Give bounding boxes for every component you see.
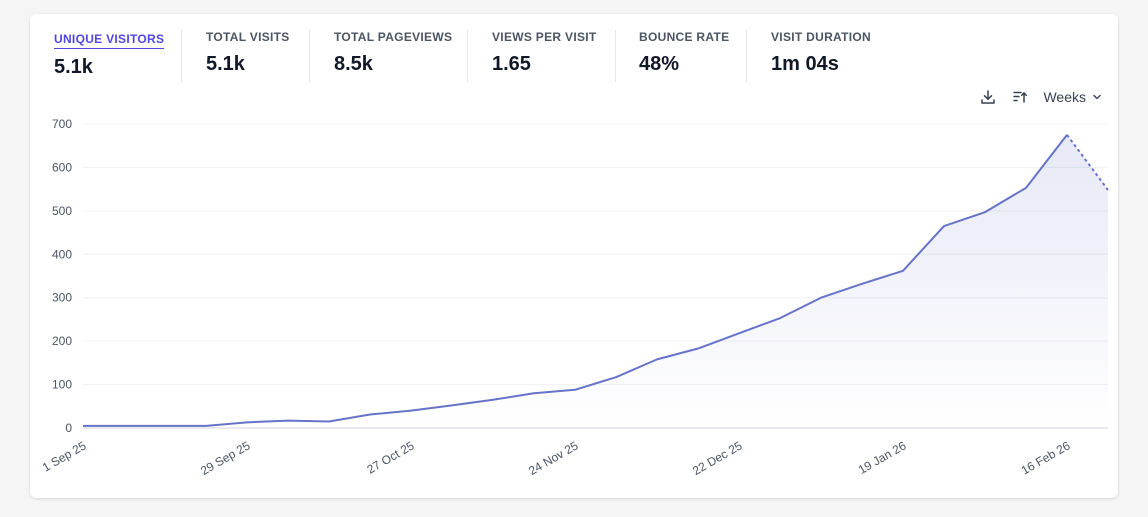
data-point (613, 374, 619, 380)
data-point (285, 418, 291, 424)
data-point (695, 346, 701, 352)
data-point (1105, 187, 1111, 193)
y-tick-label: 600 (52, 160, 72, 174)
x-tick-label: 29 Sep 25 (198, 438, 253, 478)
y-tick-label: 700 (52, 117, 72, 131)
data-point (490, 397, 496, 403)
stat-label: TOTAL VISITS (206, 30, 290, 44)
x-tick-label: 22 Dec 25 (690, 438, 745, 478)
stat-divider (615, 30, 616, 82)
x-tick-label: 27 Oct 25 (364, 438, 416, 476)
data-point (982, 209, 988, 215)
data-point (654, 356, 660, 362)
data-point (1064, 132, 1070, 138)
stat-value: 1m 04s (771, 53, 839, 75)
series-area (83, 134, 1108, 428)
stat-divider (467, 30, 468, 82)
visitors-line-chart[interactable]: 0 100 200 300 400 500 600 700 1 Sep 25 29 Sep 25 2… (30, 14, 1118, 498)
stat-total-visits[interactable]: TOTAL VISITS 5.1k (206, 30, 290, 76)
stat-value: 8.5k (334, 53, 373, 75)
data-point (1023, 185, 1029, 191)
y-tick-label: 0 (65, 421, 72, 435)
sort-button[interactable] (1009, 86, 1031, 108)
x-tick-label: 19 Jan 26 (856, 438, 909, 477)
stat-label: TOTAL PAGEVIEWS (334, 30, 453, 44)
stat-label: BOUNCE RATE (639, 30, 730, 44)
series-line (83, 134, 1068, 427)
y-tick-label: 300 (52, 291, 72, 305)
x-tick-label: 16 Feb 26 (1019, 438, 1073, 477)
stat-value: 1.65 (492, 53, 531, 75)
data-point (162, 423, 168, 429)
y-tick-label: 100 (52, 378, 72, 392)
stat-total-pageviews[interactable]: TOTAL PAGEVIEWS 8.5k (334, 30, 452, 76)
stat-unique-visitors[interactable]: UNIQUE VISITORS 5.1k (54, 30, 165, 79)
graph-toolbar: Weeks (977, 86, 1102, 108)
y-tick-label: 500 (52, 204, 72, 218)
y-tick-label: 200 (52, 334, 72, 348)
data-point (572, 387, 578, 393)
download-icon (981, 90, 996, 104)
stat-label: VIEWS PER VISIT (492, 30, 597, 44)
sort-ascending-icon (1013, 91, 1028, 103)
x-tick-label: 24 Nov 25 (526, 438, 581, 478)
data-point (736, 330, 742, 336)
stat-views-per-visit[interactable]: VIEWS PER VISIT 1.65 (492, 30, 597, 76)
download-button[interactable] (977, 86, 999, 108)
data-point (818, 295, 824, 301)
data-point (941, 223, 947, 229)
data-point (121, 423, 127, 429)
interval-label: Weeks (1043, 89, 1086, 105)
top-stats: UNIQUE VISITORS 5.1k TOTAL VISITS 5.1k T… (30, 14, 1118, 94)
data-point (531, 390, 537, 396)
data-point (367, 412, 373, 418)
stat-bounce-rate[interactable]: BOUNCE RATE 48% (639, 30, 729, 76)
stat-label: VISIT DURATION (771, 30, 871, 44)
stat-divider (746, 30, 747, 82)
chevron-down-icon (1093, 94, 1101, 100)
stat-value: 5.1k (54, 56, 93, 78)
data-point (408, 408, 414, 414)
data-point (449, 402, 455, 408)
x-tick-label: 1 Sep 25 (40, 438, 89, 474)
stat-value: 5.1k (206, 53, 245, 75)
stat-visit-duration[interactable]: VISIT DURATION 1m 04s (771, 30, 871, 76)
data-point (203, 423, 209, 429)
stat-divider (309, 30, 310, 82)
stat-label: UNIQUE VISITORS (54, 32, 165, 49)
data-point (244, 419, 250, 425)
data-point (777, 315, 783, 321)
y-tick-label: 400 (52, 247, 72, 261)
data-point (859, 281, 865, 287)
visitors-graph-card: UNIQUE VISITORS 5.1k TOTAL VISITS 5.1k T… (30, 14, 1118, 498)
stat-divider (181, 30, 182, 82)
data-point (326, 418, 332, 424)
data-point (900, 268, 906, 274)
interval-picker[interactable]: Weeks (1043, 89, 1102, 105)
stat-value: 48% (639, 53, 680, 75)
data-point (80, 423, 86, 429)
